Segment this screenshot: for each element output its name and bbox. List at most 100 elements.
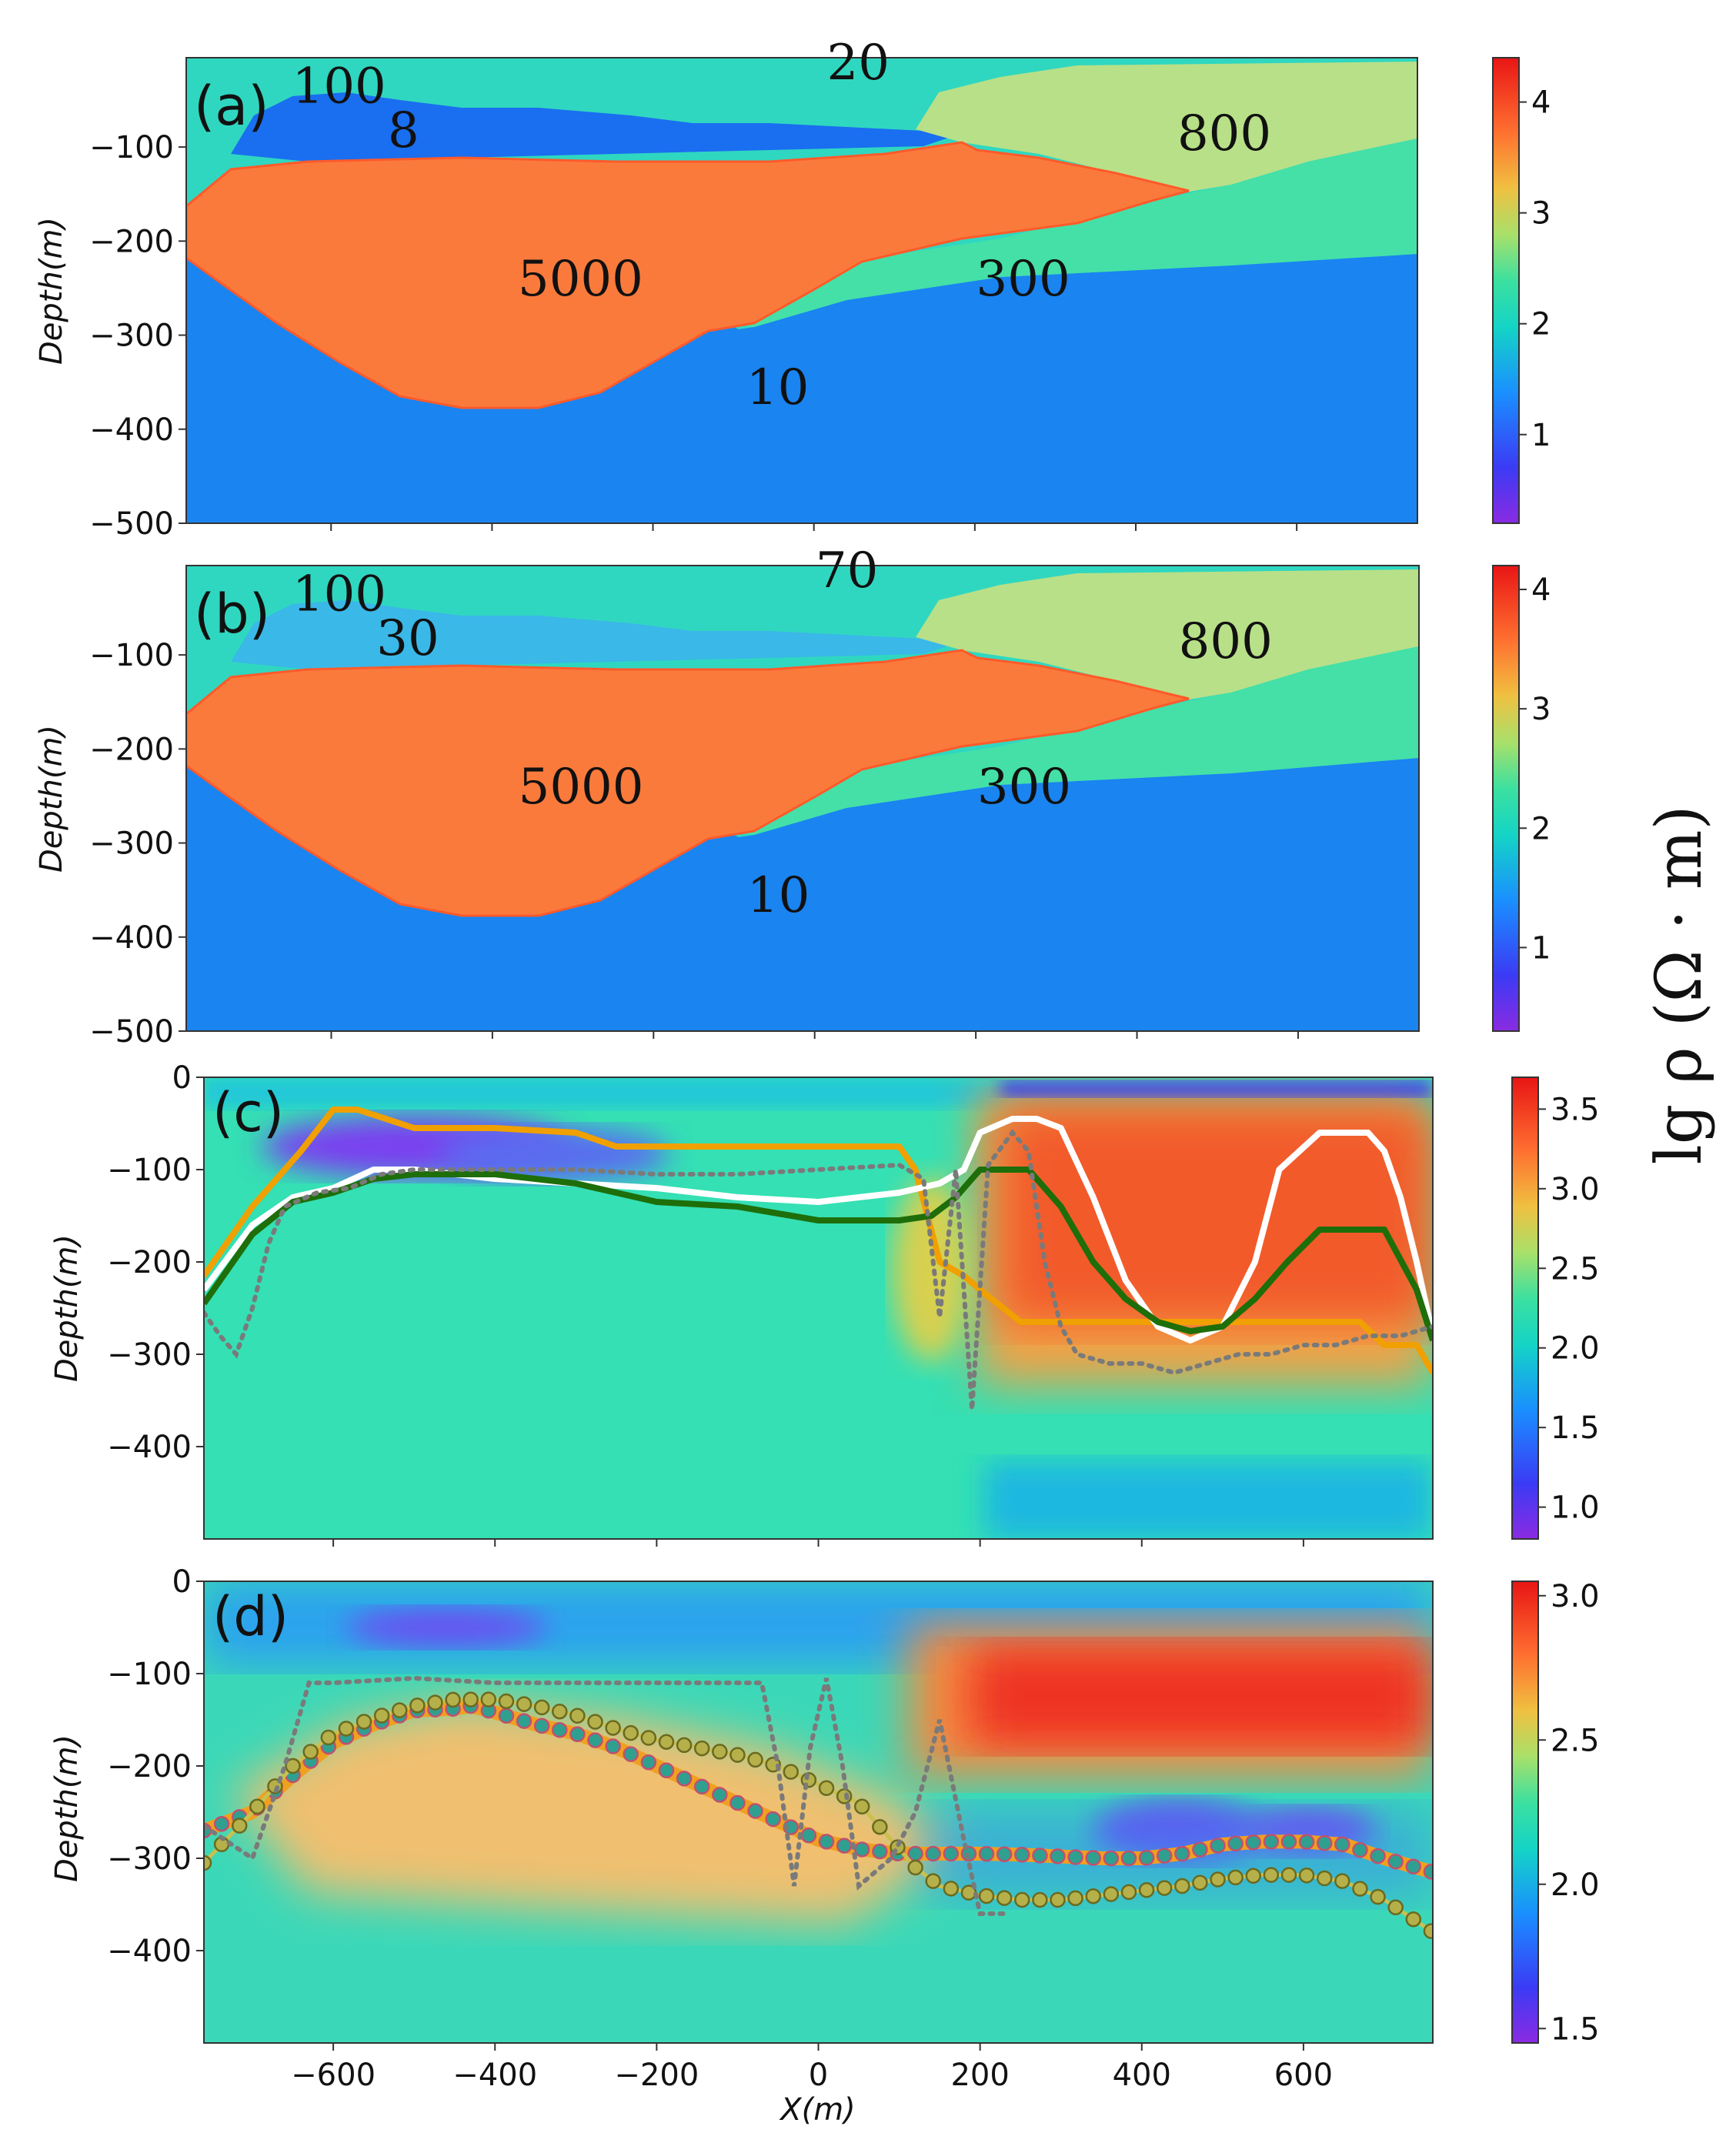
colorbar-tick-label: 3.5	[1551, 1092, 1600, 1127]
series-marker	[783, 1764, 800, 1780]
series-marker	[658, 1762, 675, 1779]
series-marker	[1067, 1890, 1083, 1907]
series-marker	[302, 1744, 319, 1760]
y-tick-label: −100	[107, 1153, 192, 1188]
panel-d: 0 −100 −200 −300 −400 −600 −400 −200 0 200 400 600…	[49, 1564, 1600, 2128]
series-marker	[1138, 1850, 1155, 1866]
x-tick-label: 0	[809, 2058, 828, 2093]
series-gray-dotted	[204, 1129, 1433, 1410]
series-marker	[1245, 1868, 1262, 1884]
panel-d-label: (d)	[212, 1585, 289, 1648]
series-marker	[1245, 1834, 1262, 1851]
series-marker	[338, 1721, 355, 1737]
panel-d-field	[204, 1581, 1433, 2043]
region-label: 800	[1177, 105, 1271, 162]
series-marker	[552, 1703, 568, 1720]
series-marker	[925, 1873, 941, 1889]
colorbar-tick-label: 1	[1531, 418, 1551, 453]
series-marker	[1387, 1899, 1404, 1916]
y-tick-label: −300	[107, 1841, 192, 1877]
colorbar-tick-label: 3	[1531, 196, 1551, 232]
panel-b-frame	[185, 565, 1420, 1032]
series-marker	[729, 1794, 746, 1811]
series-marker	[552, 1721, 568, 1738]
panel-d-x-axis: −600 −400 −200 0 200 400 600	[291, 2043, 1333, 2093]
panel-b-colorbar-ticks: 1 2 3 4	[1519, 572, 1551, 966]
y-tick-label: −400	[89, 412, 174, 448]
series-marker	[1334, 1836, 1350, 1853]
series-marker	[373, 1707, 390, 1724]
series-marker	[800, 1827, 817, 1844]
colorbar-tick-label: 1.5	[1551, 1410, 1600, 1446]
series-marker	[1405, 1911, 1422, 1928]
colorbar-tick-label: 2	[1531, 307, 1551, 342]
y-tick-label: −100	[107, 1657, 192, 1692]
series-marker	[1298, 1868, 1315, 1884]
colorbar-tick-label: 1.5	[1551, 2011, 1600, 2047]
region-label: 300	[976, 251, 1070, 308]
series-marker	[516, 1696, 532, 1712]
series-marker	[996, 1890, 1013, 1906]
region-label: 10	[747, 867, 810, 924]
colorbar-tick-label: 2.0	[1551, 1331, 1600, 1367]
panel-b-field	[186, 566, 1419, 1031]
series-marker	[1227, 1869, 1244, 1886]
y-tick-label: −200	[107, 1749, 192, 1784]
series-marker	[1174, 1878, 1190, 1894]
series-marker	[712, 1787, 728, 1803]
series-orange	[204, 1107, 1433, 1375]
panel-a-ylabel: Depth(m)	[34, 217, 69, 365]
panel-c-colorbar	[1511, 1076, 1539, 1540]
panel-c-colorbar-ticks: 1.0 1.5 2.0 2.5 3.0 3.5	[1538, 1092, 1600, 1526]
x-tick-label: −200	[614, 2058, 699, 2093]
y-tick-label: −200	[89, 224, 174, 259]
region-label: 8	[388, 102, 419, 159]
panel-d-xlabel: X(m)	[779, 2092, 856, 2128]
series-marker	[1280, 1867, 1297, 1883]
series-marker	[1352, 1841, 1368, 1858]
series-marker	[836, 1838, 853, 1854]
series-marker	[907, 1859, 923, 1876]
panel-a-frame	[185, 57, 1418, 524]
series-marker	[943, 1881, 960, 1897]
series-marker	[978, 1845, 995, 1862]
series-marker	[818, 1780, 835, 1797]
series-marker	[285, 1757, 301, 1774]
series-marker	[249, 1798, 265, 1815]
series-marker	[747, 1751, 763, 1768]
series-marker	[498, 1707, 515, 1724]
y-tick-label: −500	[89, 506, 174, 542]
panel-b-region-labels: 100 70 30 800 5000 300 10	[292, 542, 1273, 924]
series-marker	[872, 1843, 888, 1860]
region-label: 20	[826, 35, 889, 92]
series-marker	[747, 1803, 763, 1819]
series-marker	[516, 1713, 532, 1729]
series-marker	[1085, 1888, 1101, 1904]
series-marker	[1405, 1858, 1422, 1875]
series-marker	[569, 1726, 586, 1742]
panel-d-colorbar-ticks: 1.5 2.0 2.5 3.0	[1538, 1579, 1600, 2047]
series-marker	[231, 1818, 248, 1834]
series-marker	[907, 1845, 923, 1862]
series-marker	[996, 1846, 1013, 1862]
panel-a-region-labels: 100 20 8 800 5000 300 10	[292, 35, 1271, 416]
series-marker	[409, 1697, 426, 1714]
panel-a-colorbar-ticks: 1 2 3 4	[1519, 85, 1551, 453]
colorbar-tick-label: 2.5	[1551, 1251, 1600, 1287]
y-tick-label: −300	[107, 1337, 192, 1373]
x-tick-label: −600	[291, 2058, 376, 2093]
region-label: 10	[746, 359, 809, 416]
y-tick-label: 0	[172, 1564, 192, 1600]
panel-d-colorbar	[1511, 1581, 1539, 2044]
series-marker	[1298, 1834, 1315, 1850]
region-label: 100	[292, 566, 386, 623]
colorbar-tick-label: 2	[1531, 811, 1551, 846]
region-label: 800	[1179, 613, 1273, 670]
series-marker	[462, 1691, 479, 1707]
series-marker	[605, 1738, 621, 1754]
series-marker	[729, 1747, 746, 1763]
y-tick-label: −200	[107, 1245, 192, 1280]
